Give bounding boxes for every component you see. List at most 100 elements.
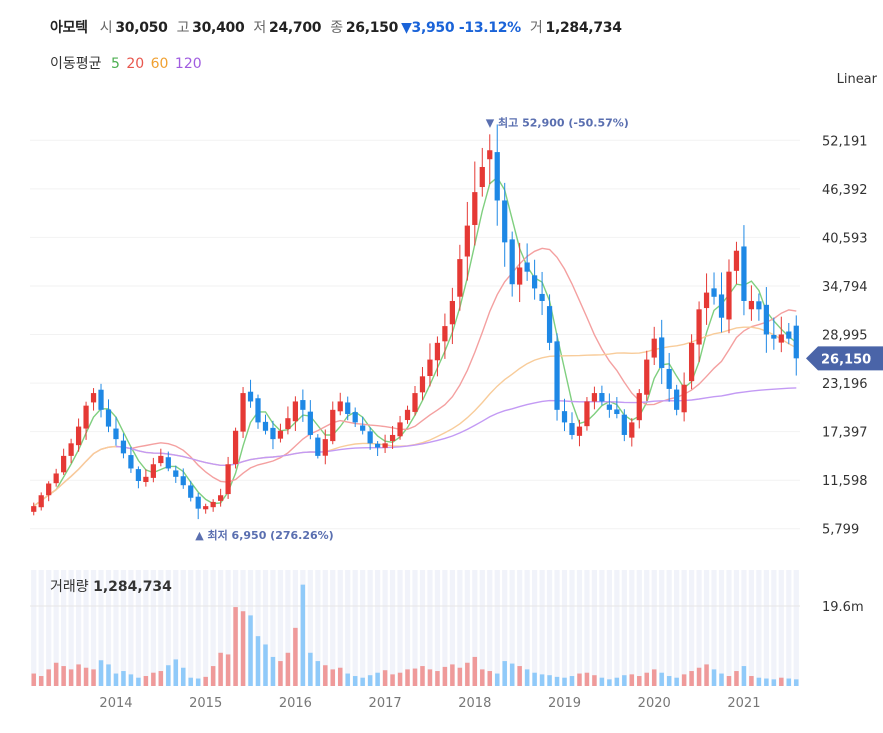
volume-bar bbox=[666, 676, 672, 686]
volume-bar bbox=[248, 615, 253, 686]
volume-bar bbox=[136, 677, 141, 686]
volume-bar bbox=[465, 662, 470, 686]
volume-bar bbox=[509, 663, 515, 686]
volume-bar bbox=[367, 675, 373, 686]
volume-stripe bbox=[31, 570, 37, 686]
candle-body bbox=[375, 443, 381, 448]
ma20-legend[interactable]: 20 bbox=[126, 56, 145, 72]
candle-body bbox=[240, 393, 246, 432]
volume-stripe bbox=[419, 570, 426, 686]
volume-stripe bbox=[68, 570, 74, 686]
price-axis: 52,191 46,392 40,593 34,794 28,995 23,196 17,3… bbox=[822, 134, 868, 537]
volume-stripe bbox=[659, 570, 665, 686]
volume-bar bbox=[285, 652, 291, 686]
volume-bar bbox=[734, 671, 739, 686]
volume-bar bbox=[629, 674, 635, 686]
volume-stripe bbox=[330, 570, 336, 686]
candle-body bbox=[180, 476, 186, 486]
price-tick-label: 40,593 bbox=[822, 231, 868, 246]
volume-stripe bbox=[771, 570, 777, 686]
volume-bar bbox=[786, 678, 792, 686]
volume-bar bbox=[68, 669, 74, 686]
candle-body bbox=[270, 427, 276, 440]
volume-stripe bbox=[786, 570, 792, 686]
volume-stripe bbox=[173, 570, 179, 686]
candle-body bbox=[591, 393, 598, 402]
volume-stripe bbox=[203, 570, 209, 686]
volume-stripe bbox=[748, 570, 755, 686]
candle-body bbox=[457, 259, 463, 297]
price-tick-label: 17,397 bbox=[822, 426, 868, 441]
volume-tick-label: 19.6m bbox=[822, 600, 864, 615]
scale-toggle[interactable]: Linear bbox=[836, 72, 877, 87]
volume-bar bbox=[121, 671, 126, 686]
volume-stripe bbox=[561, 570, 568, 686]
volume-bar bbox=[696, 667, 702, 686]
volume-stripe bbox=[576, 570, 583, 686]
volume-value: 1,284,734 bbox=[545, 20, 622, 36]
candle-body bbox=[322, 439, 328, 456]
volume-stripe bbox=[614, 570, 620, 686]
candle-body bbox=[606, 404, 612, 410]
candle-body bbox=[763, 304, 769, 335]
ma5-legend[interactable]: 5 bbox=[110, 56, 120, 72]
volume-stripe bbox=[195, 570, 201, 686]
ma120-legend[interactable]: 120 bbox=[174, 56, 202, 72]
candle-body bbox=[741, 246, 747, 301]
volume-bar bbox=[345, 673, 350, 686]
volume-label: 거 bbox=[529, 20, 543, 36]
volume-stripe bbox=[322, 570, 328, 686]
volume-stripe bbox=[502, 570, 508, 686]
volume-stripe bbox=[105, 570, 112, 686]
volume-stripe bbox=[472, 570, 478, 686]
volume-stripe bbox=[733, 570, 740, 686]
candle-body bbox=[225, 464, 231, 495]
candle-body bbox=[696, 309, 702, 345]
volume-bar bbox=[106, 664, 111, 686]
candle-body bbox=[262, 421, 269, 431]
close-label: 종 bbox=[330, 20, 343, 36]
moving-average-lines bbox=[33, 176, 797, 507]
volume-stripe bbox=[487, 570, 493, 686]
volume-stripe bbox=[285, 570, 291, 686]
volume-stripe bbox=[188, 570, 194, 686]
volume-bar bbox=[128, 674, 134, 686]
volume-bar bbox=[584, 672, 590, 686]
candle-body bbox=[778, 334, 784, 343]
volume-bar bbox=[607, 679, 612, 686]
candle-body bbox=[53, 473, 59, 484]
price-tick-label: 5,799 bbox=[822, 523, 859, 538]
candle-body bbox=[135, 469, 142, 482]
candle-body bbox=[793, 325, 799, 359]
ma60-legend[interactable]: 60 bbox=[150, 56, 169, 72]
candle-body bbox=[554, 341, 560, 410]
volume-bar bbox=[502, 661, 507, 686]
volume-bar bbox=[577, 673, 582, 686]
volume-stripe bbox=[367, 570, 373, 686]
volume-bar bbox=[637, 676, 642, 686]
volume-bar bbox=[83, 667, 89, 686]
volume-stripe bbox=[651, 570, 657, 686]
year-tick-label: 2018 bbox=[458, 696, 491, 711]
candle-body bbox=[681, 384, 687, 413]
candle-body bbox=[307, 411, 313, 435]
volume-stripe bbox=[531, 570, 538, 686]
volume-stripe bbox=[756, 570, 762, 686]
volume-bar bbox=[592, 675, 597, 686]
volume-stripe bbox=[397, 570, 403, 686]
volume-bar bbox=[487, 671, 492, 686]
annotations: 26,150 ▼ 최고 52,900 (-50.57%) ▲ 최저 6,950 (2… bbox=[195, 115, 883, 542]
candle-body bbox=[756, 301, 762, 310]
volume-stripe bbox=[524, 570, 530, 686]
volume-stripe bbox=[793, 570, 799, 686]
candle-body bbox=[733, 250, 740, 271]
volume-bar bbox=[435, 671, 440, 686]
current-price-tag bbox=[806, 346, 883, 371]
volume-stripe bbox=[479, 570, 485, 686]
candle-body bbox=[569, 423, 575, 435]
candlestick-series bbox=[31, 124, 799, 520]
volume-bar bbox=[98, 660, 104, 686]
candle-body bbox=[367, 431, 373, 444]
volume-bar bbox=[382, 670, 388, 686]
volume-stripe bbox=[225, 570, 231, 686]
